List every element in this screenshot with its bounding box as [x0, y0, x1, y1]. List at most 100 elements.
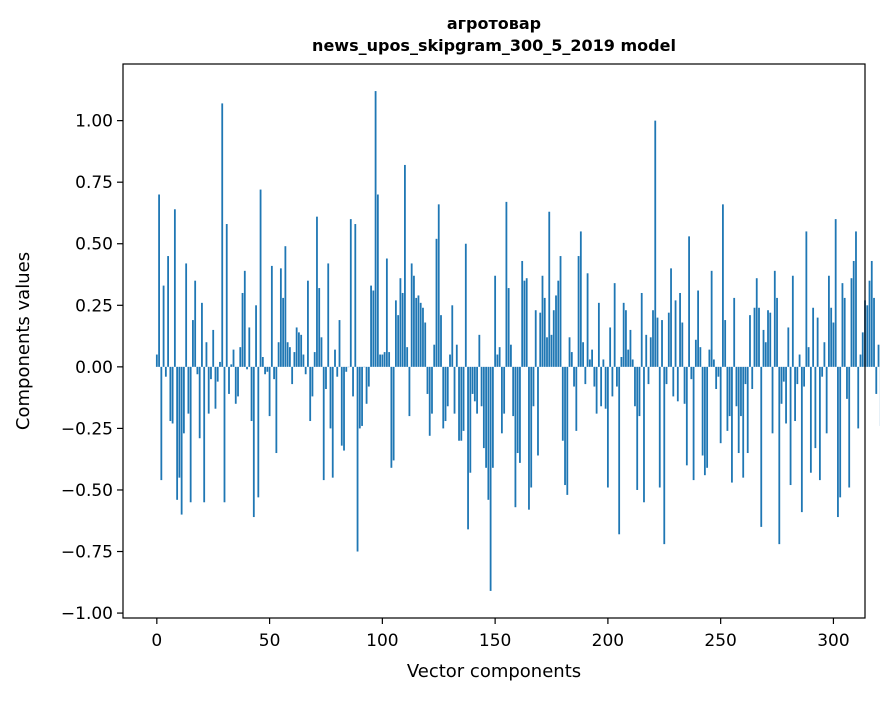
bar — [467, 367, 469, 530]
bar — [699, 347, 701, 367]
bar — [271, 266, 273, 367]
bar — [778, 367, 780, 544]
bar — [578, 256, 580, 367]
bar — [237, 367, 239, 397]
bar — [203, 367, 205, 502]
bar — [273, 367, 275, 379]
bar — [440, 315, 442, 367]
y-axis-label: Components values — [13, 252, 34, 430]
bar — [817, 318, 819, 367]
bar — [357, 367, 359, 552]
bar — [242, 293, 244, 367]
bar — [824, 342, 826, 367]
bar — [420, 303, 422, 367]
bar — [492, 367, 494, 468]
bar — [819, 367, 821, 480]
bar — [632, 359, 634, 366]
bar — [530, 367, 532, 488]
bar — [675, 300, 677, 366]
bar — [411, 263, 413, 366]
bar — [524, 281, 526, 367]
bar — [681, 323, 683, 367]
bar — [478, 335, 480, 367]
bar — [596, 367, 598, 414]
bar — [402, 293, 404, 367]
bar — [533, 367, 535, 406]
bar — [537, 367, 539, 456]
bar — [715, 367, 717, 389]
bar — [526, 278, 528, 367]
bar — [557, 281, 559, 367]
bar — [591, 350, 593, 367]
bar — [282, 298, 284, 367]
bar — [188, 367, 190, 414]
bar — [481, 367, 483, 406]
bar — [230, 364, 232, 366]
bar — [321, 337, 323, 367]
bar — [589, 359, 591, 366]
bar — [354, 224, 356, 367]
bar — [535, 310, 537, 367]
bar — [251, 367, 253, 421]
bar — [442, 367, 444, 429]
bar — [765, 342, 767, 367]
bar — [400, 278, 402, 367]
bar — [404, 165, 406, 367]
bar — [178, 367, 180, 478]
bar — [305, 367, 307, 374]
bar — [206, 342, 208, 367]
bar — [833, 323, 835, 367]
bar — [654, 121, 656, 367]
bar — [474, 367, 476, 401]
bar — [386, 259, 388, 367]
bar — [390, 367, 392, 468]
bar — [381, 355, 383, 367]
bar — [325, 367, 327, 389]
bar — [501, 367, 503, 433]
bar — [582, 342, 584, 367]
bar — [704, 367, 706, 475]
bar — [312, 367, 314, 397]
bar — [512, 367, 514, 416]
bar — [855, 231, 857, 366]
bar — [215, 367, 217, 409]
bar — [580, 231, 582, 366]
bar — [472, 367, 474, 394]
bar — [740, 367, 742, 416]
bar — [291, 367, 293, 384]
bar — [821, 367, 823, 377]
bar — [835, 219, 837, 367]
bar — [521, 261, 523, 367]
y-tick-label: 1.00 — [75, 112, 113, 132]
bar — [612, 367, 614, 397]
bar — [814, 367, 816, 448]
bar — [560, 256, 562, 367]
bar — [790, 367, 792, 485]
bar — [294, 352, 296, 367]
bar — [812, 308, 814, 367]
bar — [805, 231, 807, 366]
bar — [851, 278, 853, 367]
bar — [429, 367, 431, 436]
bar — [212, 330, 214, 367]
bar — [280, 268, 282, 366]
y-tick-label: −0.25 — [61, 419, 113, 439]
bar — [799, 355, 801, 367]
bar — [397, 315, 399, 367]
bar — [826, 367, 828, 433]
bar — [244, 271, 246, 367]
bar — [192, 320, 194, 367]
bar — [458, 367, 460, 441]
bar — [720, 367, 722, 443]
bar — [183, 367, 185, 433]
x-tick-label: 200 — [592, 631, 624, 651]
bar — [736, 367, 738, 406]
bar — [731, 367, 733, 483]
bar — [801, 367, 803, 512]
y-tick-label: 0.25 — [75, 296, 113, 316]
bar — [336, 367, 338, 377]
bar — [630, 330, 632, 367]
bar — [460, 367, 462, 441]
bar — [853, 261, 855, 367]
